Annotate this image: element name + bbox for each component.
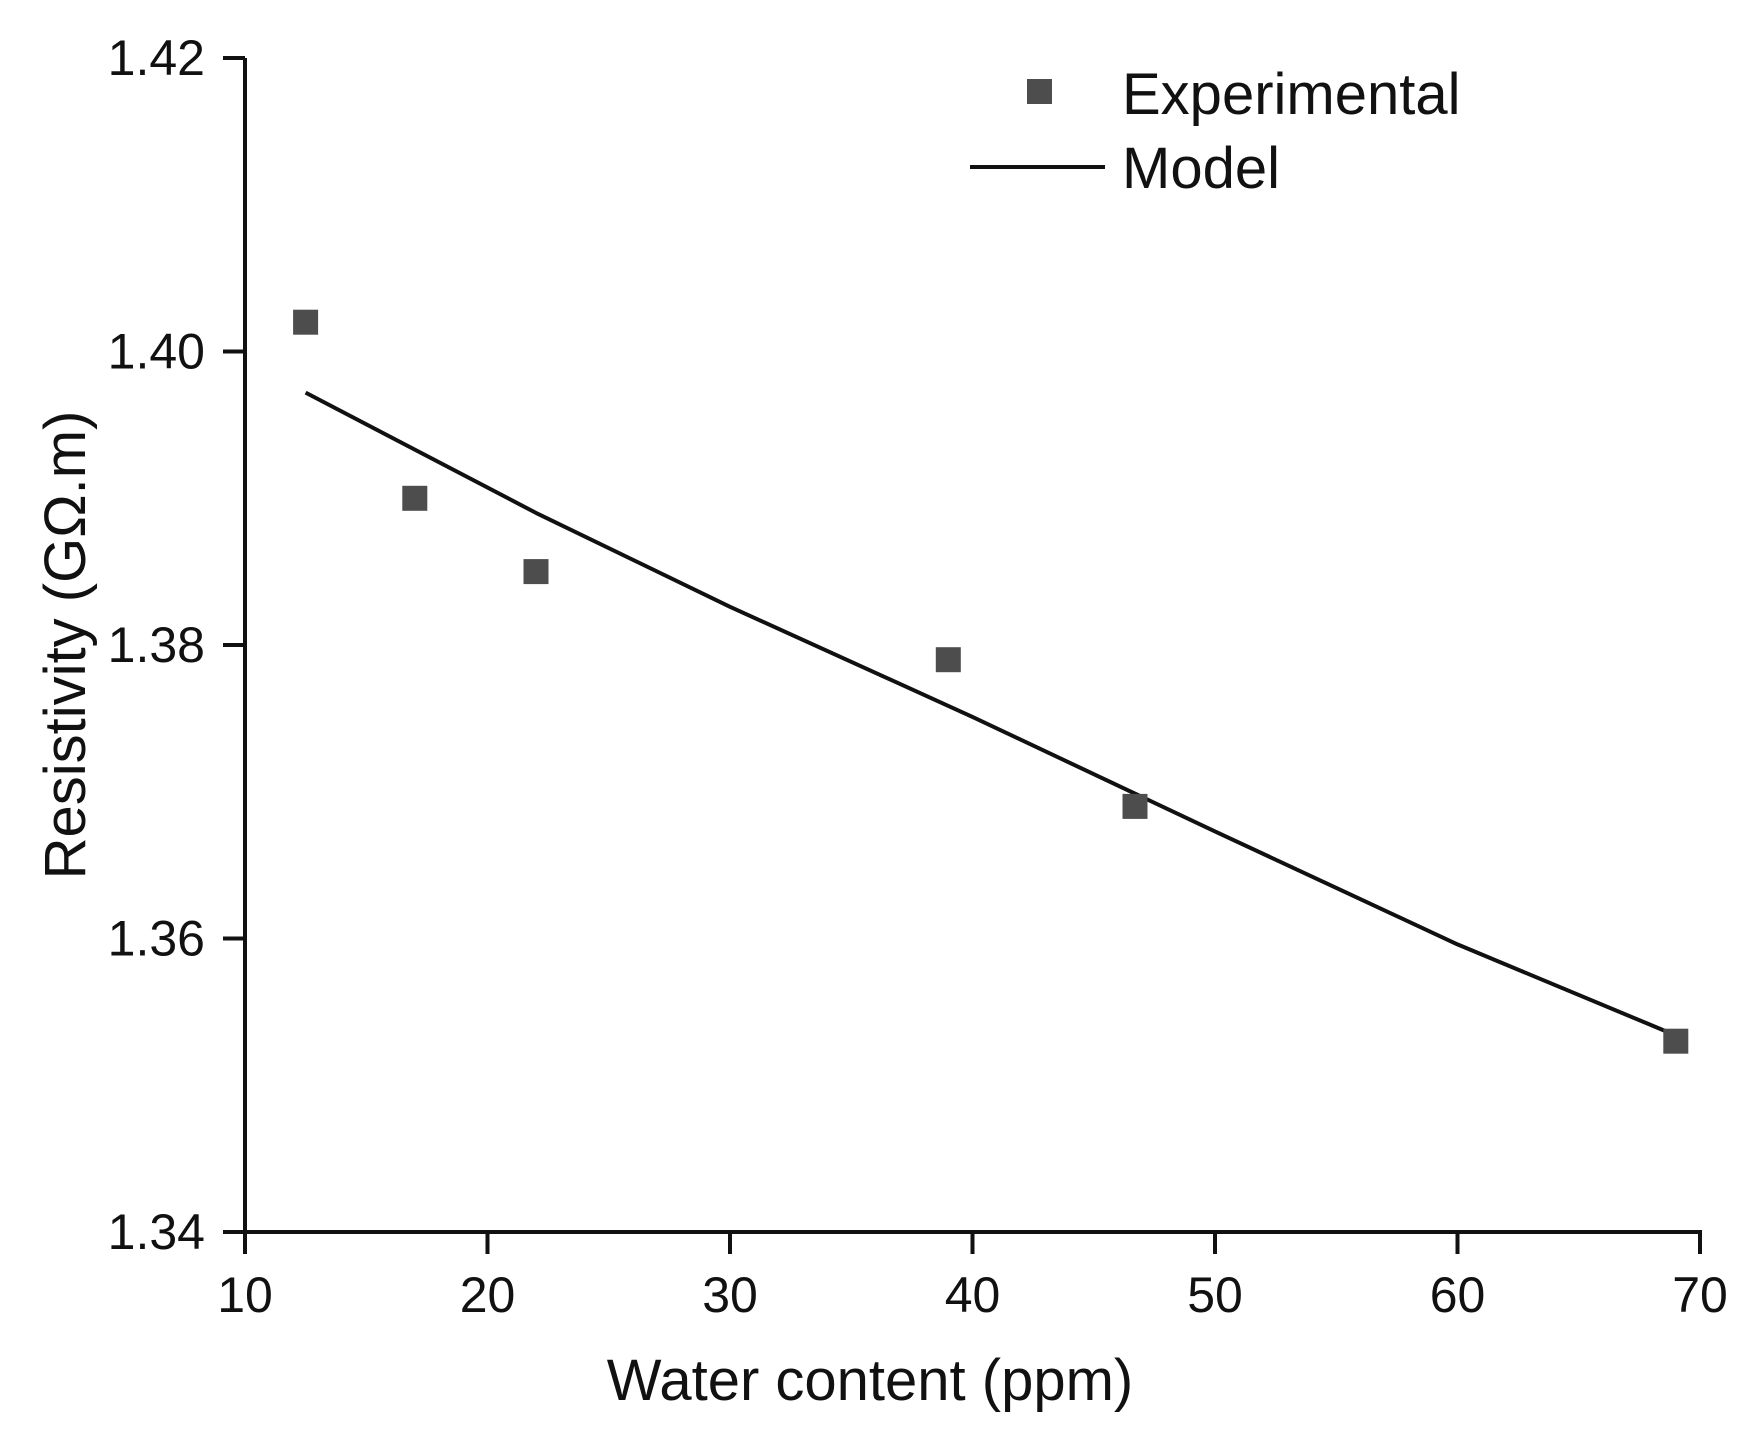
x-tick-label: 70 <box>1672 1267 1728 1323</box>
y-tick-label: 1.36 <box>108 911 205 967</box>
experimental-point <box>402 485 428 511</box>
experimental-point <box>523 559 549 585</box>
x-tick-label: 10 <box>217 1267 273 1323</box>
x-tick-label: 40 <box>945 1267 1001 1323</box>
legend: Experimental Model <box>970 62 1460 201</box>
axes <box>243 58 1702 1234</box>
x-tick-label: 50 <box>1187 1267 1243 1323</box>
legend-marker-experimental <box>1027 79 1052 104</box>
x-tick-label: 20 <box>460 1267 516 1323</box>
x-tick-label: 30 <box>702 1267 758 1323</box>
y-tick-label: 1.40 <box>108 324 205 380</box>
experimental-point <box>1663 1028 1689 1054</box>
y-tick-label: 1.38 <box>108 617 205 673</box>
experimental-point <box>935 647 961 673</box>
legend-label-experimental: Experimental <box>1122 62 1460 127</box>
x-ticks: 10 20 30 40 50 60 70 <box>217 1232 1728 1323</box>
x-tick-label: 60 <box>1430 1267 1486 1323</box>
experimental-point <box>293 309 319 335</box>
y-axis-title: Resistivity (GΩ.m) <box>33 411 98 880</box>
y-tick-label: 1.42 <box>108 30 205 86</box>
y-ticks: 1.34 1.36 1.38 1.40 1.42 <box>108 30 245 1260</box>
y-tick-label: 1.34 <box>108 1204 205 1260</box>
x-axis-title: Water content (ppm) <box>607 1348 1133 1413</box>
model-line <box>304 390 1677 1038</box>
plot-area <box>293 309 1689 1054</box>
legend-label-model: Model <box>1122 136 1280 201</box>
experimental-point <box>1122 793 1148 819</box>
